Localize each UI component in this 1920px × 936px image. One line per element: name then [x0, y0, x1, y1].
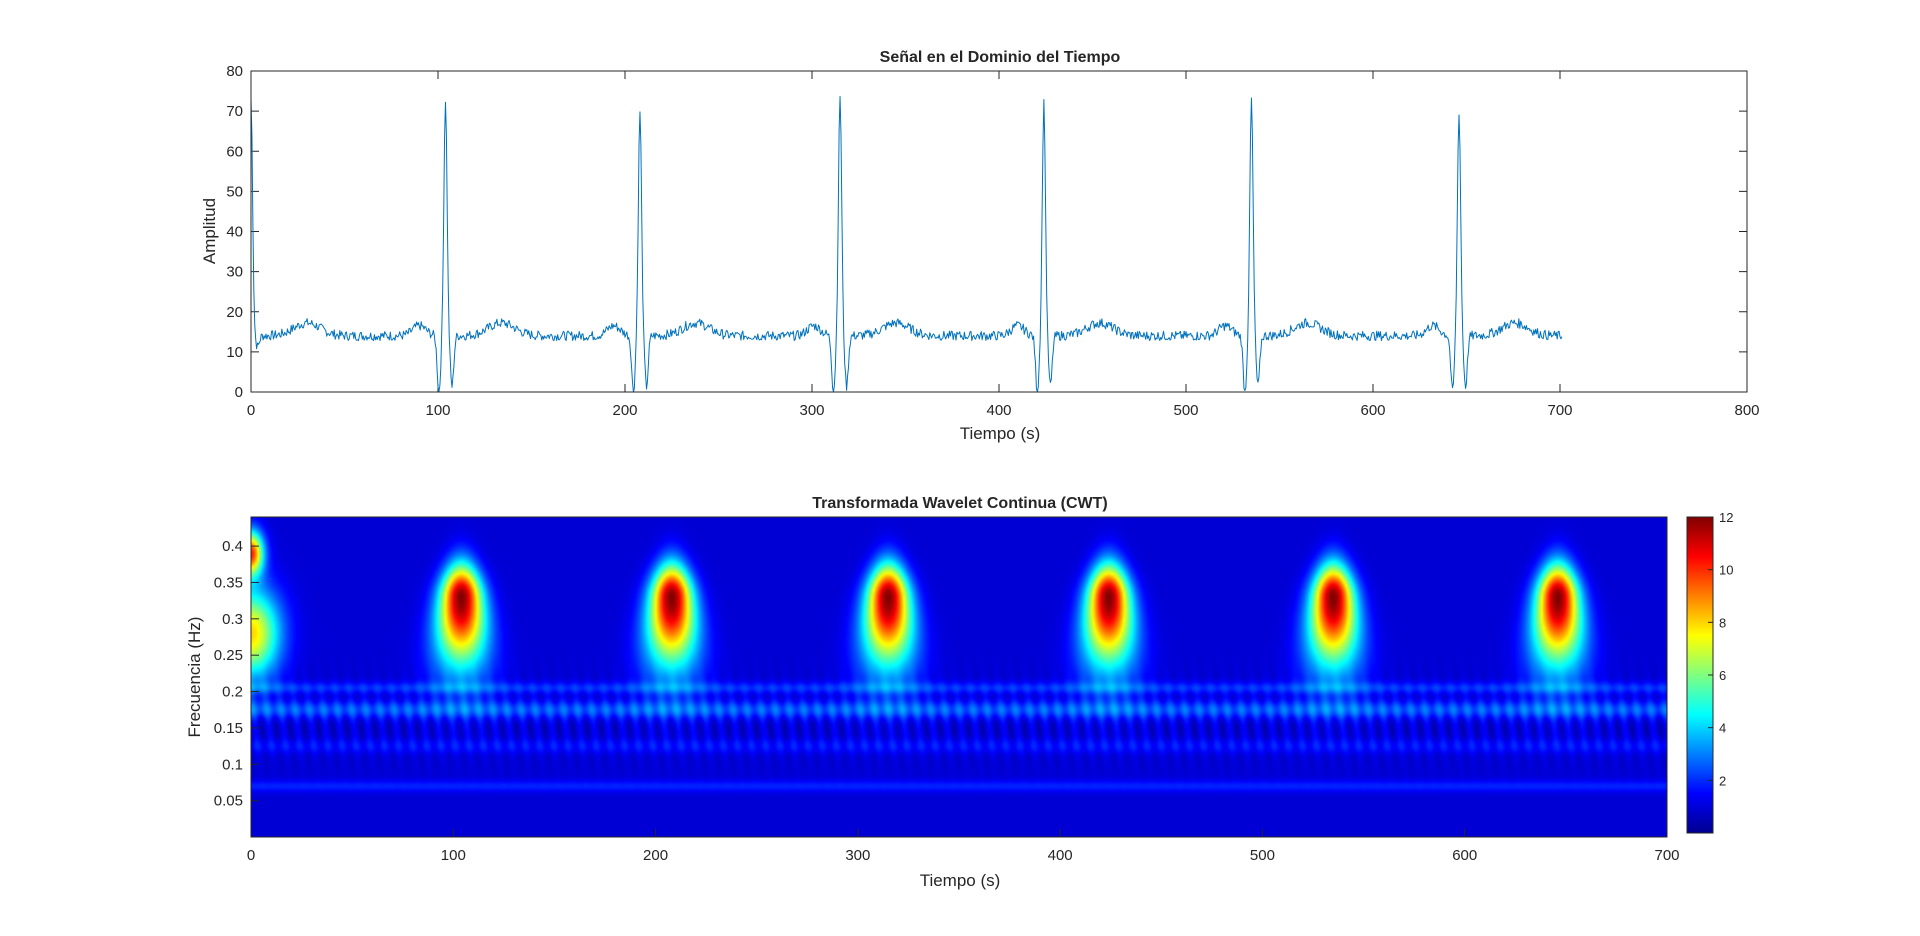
signal-x-tick-label: 0	[247, 402, 255, 419]
cwt-y-tick-label: 0.1	[222, 756, 243, 773]
signal-x-tick-label: 300	[799, 402, 824, 419]
cwt-y-ticks: 0.05 0.1 0.15 0.2 0.25 0.3 0.35 0.4	[214, 538, 259, 810]
signal-x-ticks: 0 100 200 300 400 500 600 700 800	[247, 71, 1760, 419]
signal-x-tick-label: 100	[425, 402, 450, 419]
cwt-x-tick-label: 100	[441, 847, 466, 864]
signal-y-tick-label: 0	[235, 384, 243, 401]
signal-x-label: Tiempo (s)	[960, 424, 1041, 443]
signal-x-tick-label: 600	[1360, 402, 1385, 419]
colorbar-tick-label: 4	[1719, 721, 1726, 736]
signal-y-label: Amplitud	[200, 198, 219, 264]
signal-axes-box	[250, 70, 1748, 393]
signal-x-tick-label: 400	[986, 402, 1011, 419]
cwt-x-ticks: 0 100 200 300 400 500 600 700	[247, 829, 1680, 864]
cwt-y-tick-label: 0.05	[214, 793, 243, 810]
signal-y-tick-label: 70	[226, 103, 243, 120]
signal-x-tick-label: 800	[1734, 402, 1759, 419]
cwt-y-label: Frecuencia (Hz)	[185, 617, 204, 738]
signal-y-tick-label: 40	[226, 224, 243, 241]
cwt-x-tick-label: 500	[1250, 847, 1275, 864]
signal-y-tick-label: 60	[226, 143, 243, 160]
colorbar-ticks: 2 4 6 8 10 12	[1708, 510, 1733, 788]
colorbar-tick-label: 2	[1719, 773, 1726, 788]
cwt-x-tick-label: 300	[845, 847, 870, 864]
colorbar-tick-label: 10	[1719, 563, 1733, 578]
signal-plot-area	[251, 71, 1747, 392]
cwt-axes-box	[250, 516, 1668, 838]
cwt-x-tick-label: 700	[1654, 847, 1679, 864]
signal-y-ticks: 0 10 20 30 40 50 60 70 80	[226, 63, 1747, 401]
signal-y-tick-label: 20	[226, 304, 243, 321]
cwt-y-tick-label: 0.2	[222, 684, 243, 701]
signal-x-tick-label: 700	[1547, 402, 1572, 419]
signal-y-tick-label: 80	[226, 63, 243, 80]
cwt-y-tick-label: 0.25	[214, 647, 243, 664]
cwt-x-tick-label: 600	[1452, 847, 1477, 864]
colorbar-tick-label: 8	[1719, 615, 1726, 630]
signal-y-tick-label: 30	[226, 264, 243, 281]
cwt-title: Transformada Wavelet Continua (CWT)	[812, 495, 1107, 512]
cwt-x-tick-label: 400	[1048, 847, 1073, 864]
signal-x-tick-label: 200	[612, 402, 637, 419]
cwt-x-tick-label: 200	[643, 847, 668, 864]
cwt-x-label: Tiempo (s)	[920, 871, 1001, 890]
colorbar-tick-label: 12	[1719, 510, 1733, 525]
cwt-scalogram-heatmap	[251, 517, 1667, 837]
cwt-y-tick-label: 0.4	[222, 538, 243, 555]
signal-series-line	[250, 96, 1563, 393]
cwt-x-tick-label: 0	[247, 847, 255, 864]
signal-y-tick-label: 10	[226, 344, 243, 361]
signal-y-tick-label: 50	[226, 183, 243, 200]
cwt-axes: Transformada Wavelet Continua (CWT) 0.05…	[185, 495, 1733, 890]
cwt-y-tick-label: 0.35	[214, 574, 243, 591]
signal-title: Señal en el Dominio del Tiempo	[880, 49, 1121, 66]
cwt-y-tick-label: 0.3	[222, 611, 243, 628]
signal-axes: Señal en el Dominio del Tiempo 0 10 20 30 40…	[200, 49, 1760, 443]
signal-x-tick-label: 500	[1173, 402, 1198, 419]
cwt-y-tick-label: 0.15	[214, 720, 243, 737]
colorbar-tick-label: 6	[1719, 668, 1726, 683]
